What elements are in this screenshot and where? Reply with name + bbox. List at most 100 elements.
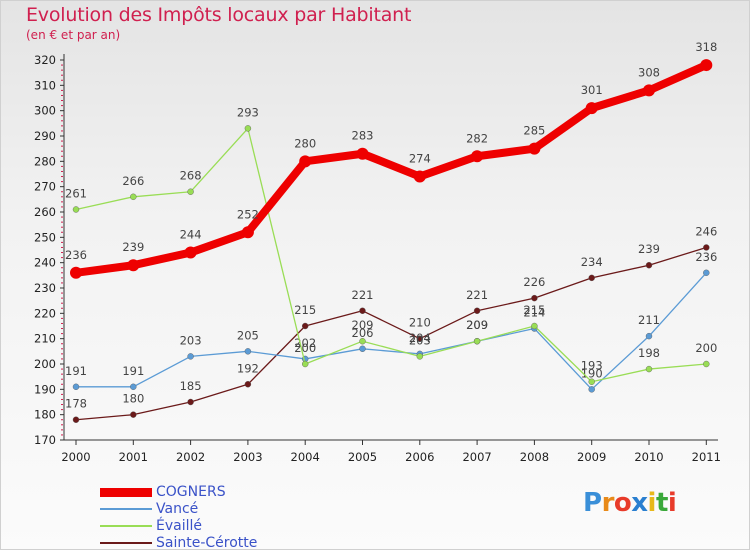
x-tick-label: 2004 xyxy=(291,450,320,464)
data-point xyxy=(416,353,423,360)
data-point xyxy=(703,269,710,276)
data-label: 206 xyxy=(352,326,374,340)
data-label: 318 xyxy=(695,40,717,54)
logo-letter: t xyxy=(655,488,668,518)
data-point xyxy=(299,155,312,168)
chart-title: Evolution des Impôts locaux par Habitant xyxy=(26,4,412,26)
data-label: 200 xyxy=(294,341,316,355)
data-point xyxy=(645,332,653,340)
data-point xyxy=(416,335,423,342)
data-point xyxy=(244,381,252,388)
data-point xyxy=(531,294,538,302)
data-label: 215 xyxy=(294,303,316,317)
data-label: 203 xyxy=(180,333,202,347)
legend-swatch-cogners xyxy=(100,487,152,497)
data-point xyxy=(72,383,80,390)
data-label: 198 xyxy=(638,346,660,360)
x-tick-label: 2005 xyxy=(348,450,377,464)
data-label: 285 xyxy=(523,124,545,138)
legend-item-vance: Vancé xyxy=(100,501,257,517)
data-point xyxy=(127,259,140,272)
data-point xyxy=(244,348,252,355)
data-point xyxy=(645,365,653,373)
data-point xyxy=(473,307,481,314)
data-point xyxy=(703,360,710,368)
data-label: 211 xyxy=(638,313,660,327)
legend-label: Sainte-Cérotte xyxy=(156,535,258,551)
data-label: 244 xyxy=(180,228,202,242)
data-label: 308 xyxy=(638,65,660,79)
data-point xyxy=(473,338,481,345)
data-point xyxy=(72,416,80,423)
data-label: 209 xyxy=(466,318,488,332)
data-label: 274 xyxy=(409,152,431,166)
x-tick-label: 2006 xyxy=(405,450,434,464)
x-tick-label: 2011 xyxy=(692,450,721,464)
x-tick-label: 2003 xyxy=(233,450,262,464)
data-point xyxy=(187,398,194,406)
data-label: 239 xyxy=(122,240,144,254)
data-label: 210 xyxy=(409,316,431,330)
data-label: 215 xyxy=(523,303,545,317)
y-tick-label: 260 xyxy=(34,205,56,219)
data-point xyxy=(130,193,137,201)
data-label: 236 xyxy=(695,250,717,264)
data-label: 178 xyxy=(65,397,87,411)
data-label: 301 xyxy=(581,83,603,97)
logo-letter: i xyxy=(667,488,677,518)
data-label: 221 xyxy=(352,288,374,302)
legend-swatch-evaille xyxy=(100,525,152,527)
data-label: 200 xyxy=(695,341,717,355)
proxiti-logo: Proxiti xyxy=(583,488,677,518)
data-point xyxy=(72,206,80,213)
data-label: 214 xyxy=(523,306,545,320)
logo-letter: i xyxy=(647,488,657,518)
data-label: 282 xyxy=(466,131,488,145)
data-point xyxy=(184,246,197,259)
chart-subtitle: (en € et par an) xyxy=(26,28,121,42)
logo-letter: x xyxy=(631,488,648,518)
data-label: 209 xyxy=(352,318,374,332)
y-tick-label: 200 xyxy=(34,357,56,371)
y-tick-label: 190 xyxy=(34,382,56,396)
data-label: 180 xyxy=(122,392,144,406)
data-label: 280 xyxy=(294,136,316,150)
data-label: 203 xyxy=(409,333,431,347)
data-point xyxy=(471,150,484,163)
data-label: 192 xyxy=(237,361,259,375)
legend-item-evaille: Évaillé xyxy=(100,518,257,534)
data-label: 283 xyxy=(352,129,374,143)
data-point xyxy=(528,142,541,155)
x-tick-label: 2010 xyxy=(634,450,663,464)
y-tick-label: 170 xyxy=(34,433,56,447)
data-point xyxy=(359,338,366,345)
data-label: 239 xyxy=(638,242,660,256)
legend: COGNERS Vancé Évaillé Sainte-Cérotte xyxy=(100,484,257,552)
data-point xyxy=(187,353,194,360)
legend-swatch-sainte-cerotte xyxy=(100,542,152,544)
data-point xyxy=(531,322,538,330)
y-tick-label: 320 xyxy=(34,53,56,67)
data-point xyxy=(643,84,655,97)
series-line-2 xyxy=(75,127,707,383)
y-tick-label: 180 xyxy=(34,408,56,422)
data-point xyxy=(703,244,710,251)
data-label: 191 xyxy=(122,364,144,378)
data-label: 268 xyxy=(180,169,202,183)
data-point xyxy=(302,322,309,330)
data-point xyxy=(241,226,254,239)
data-label: 266 xyxy=(122,174,144,188)
series-line-3 xyxy=(75,246,707,421)
data-label: 185 xyxy=(180,379,202,393)
data-label: 209 xyxy=(466,318,488,332)
series-line-0 xyxy=(72,61,711,277)
data-point xyxy=(585,102,598,115)
x-tick-label: 2008 xyxy=(520,450,549,464)
data-label: 221 xyxy=(466,288,488,302)
y-tick-label: 220 xyxy=(34,306,56,320)
data-label: 204 xyxy=(409,331,431,345)
logo-letter: r xyxy=(601,488,615,518)
y-tick-label: 280 xyxy=(34,154,56,168)
